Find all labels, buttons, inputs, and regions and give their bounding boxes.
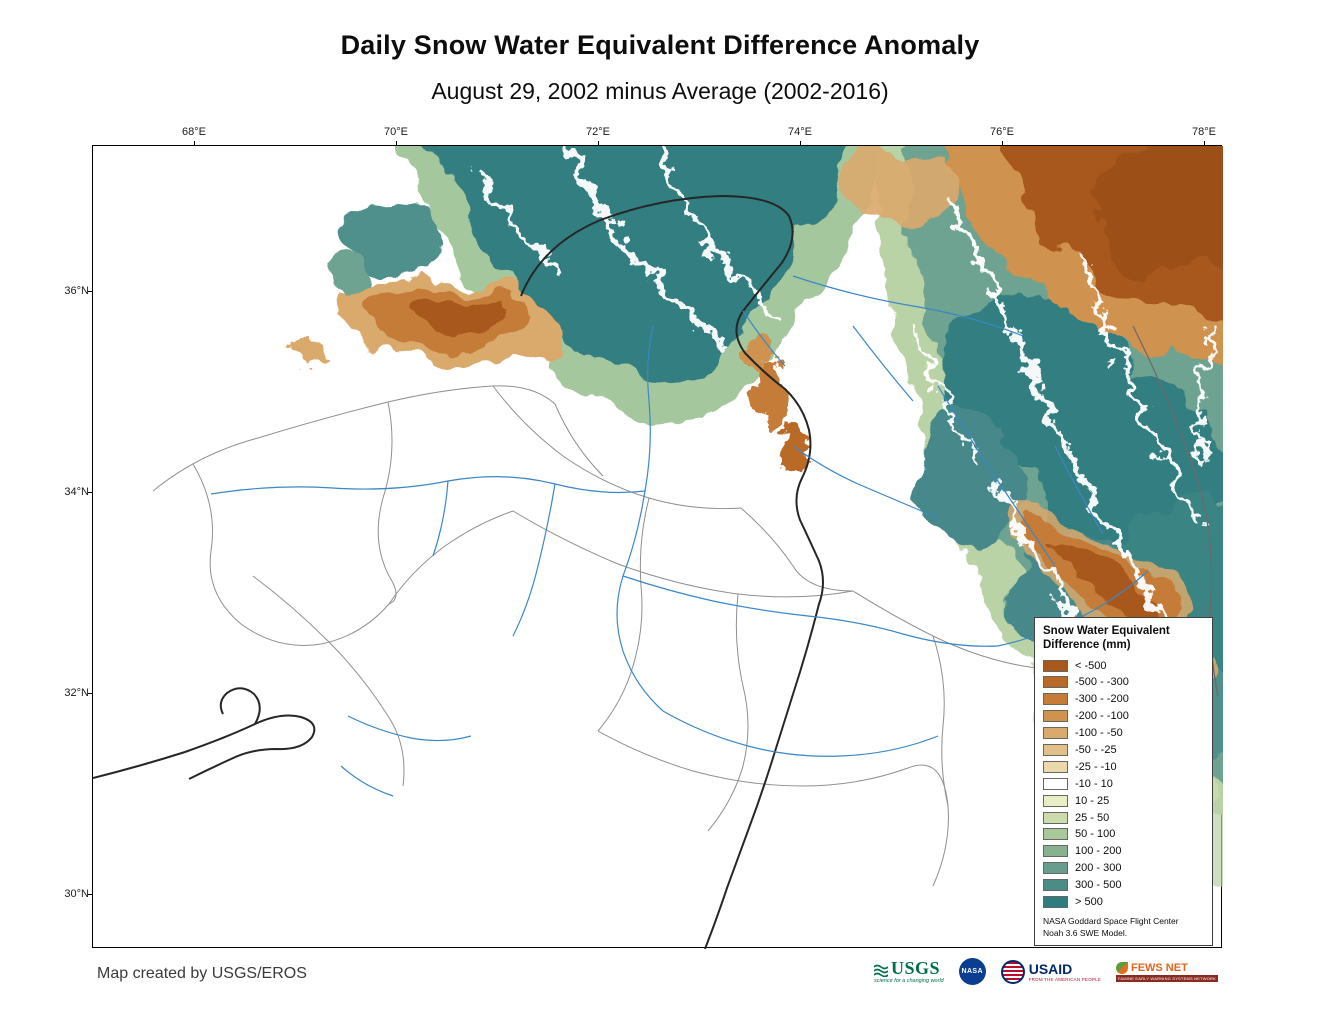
y-tick-mark xyxy=(88,693,93,694)
page-subtitle: August 29, 2002 minus Average (2002-2016… xyxy=(431,78,889,104)
country-boundary xyxy=(93,195,824,949)
legend-swatch xyxy=(1043,710,1068,723)
usgs-logo-text: USGS xyxy=(891,958,941,978)
legend-rows: < -500 -500 - -300 -300 - -200 -200 - -1… xyxy=(1043,657,1204,910)
usgs-tagline: science for a changing world xyxy=(874,978,944,984)
x-tick-label: 76°E xyxy=(990,126,1014,138)
legend-label: -300 - -200 xyxy=(1075,693,1129,706)
legend-label: -500 - -300 xyxy=(1075,676,1129,689)
legend-label: 10 - 25 xyxy=(1075,794,1110,807)
legend-row: 100 - 200 xyxy=(1043,843,1204,860)
legend-swatch xyxy=(1043,879,1068,892)
legend-label: -50 - -25 xyxy=(1075,744,1117,757)
legend-row: -200 - -100 xyxy=(1043,708,1204,725)
legend-swatch xyxy=(1043,760,1068,773)
legend-row: 300 - 500 xyxy=(1043,877,1204,894)
y-tick-label: 30°N xyxy=(64,888,89,900)
legend-label: 50 - 100 xyxy=(1075,828,1116,841)
y-tick-label: 34°N xyxy=(64,486,89,498)
legend-label: -10 - 10 xyxy=(1075,777,1113,790)
legend-label: 200 - 300 xyxy=(1075,862,1122,875)
usaid-logo-text: USAID xyxy=(1028,960,1073,977)
legend-row: 50 - 100 xyxy=(1043,826,1204,843)
legend-swatch xyxy=(1043,811,1068,824)
legend-label: -25 - -10 xyxy=(1075,760,1117,773)
x-tick-label: 70°E xyxy=(384,126,408,138)
fewsnet-logo-text: FEWS NET xyxy=(1130,961,1188,974)
fewsnet-logo: FEWS NET FAMINE EARLY WARNING SYSTEMS NE… xyxy=(1115,961,1218,982)
map-frame: 68°E 70°E 72°E 74°E 76°E 78°E 36°N 34°N … xyxy=(64,126,1223,949)
x-tick-mark xyxy=(396,141,397,146)
map-credit: Map created by USGS/EROS xyxy=(97,965,307,982)
legend-row: > 500 xyxy=(1043,894,1204,911)
logo-strip: USGS science for a changing world NASA U… xyxy=(874,958,1218,985)
legend-row: -50 - -25 xyxy=(1043,742,1204,759)
x-tick-mark xyxy=(1002,141,1003,146)
usgs-logo: USGS science for a changing world xyxy=(874,959,944,984)
rivers xyxy=(210,275,1149,797)
y-tick-label: 32°N xyxy=(64,687,89,699)
map-legend: Snow Water Equivalent Difference (mm) < … xyxy=(1034,617,1213,946)
usgs-waves-icon xyxy=(874,964,889,977)
legend-swatch xyxy=(1043,659,1068,672)
nasa-logo: NASA xyxy=(958,958,986,985)
y-tick-mark xyxy=(88,894,93,895)
x-tick-mark xyxy=(1204,141,1205,146)
legend-swatch xyxy=(1043,845,1068,858)
x-tick-label: 68°E xyxy=(182,126,206,138)
x-tick-mark xyxy=(598,141,599,146)
legend-row: -300 - -200 xyxy=(1043,691,1204,708)
x-tick-mark xyxy=(194,141,195,146)
x-tick-label: 74°E xyxy=(788,126,812,138)
legend-title: Snow Water Equivalent Difference (mm) xyxy=(1043,625,1170,651)
x-tick-label: 72°E xyxy=(586,126,610,138)
legend-row: 25 - 50 xyxy=(1043,809,1204,826)
x-tick-mark xyxy=(800,141,801,146)
legend-label: < -500 xyxy=(1075,659,1107,672)
y-tick-label: 36°N xyxy=(64,285,89,297)
legend-label: > 500 xyxy=(1075,896,1103,909)
x-tick-label: 78°E xyxy=(1192,126,1216,138)
y-tick-mark xyxy=(88,291,93,292)
y-tick-mark xyxy=(88,492,93,493)
legend-label: -100 - -50 xyxy=(1075,727,1123,740)
legend-row: -25 - -10 xyxy=(1043,758,1204,775)
usaid-logo: USAID FROM THE AMERICAN PEOPLE xyxy=(1000,959,1101,984)
legend-label: 300 - 500 xyxy=(1075,879,1122,892)
legend-swatch xyxy=(1043,828,1068,841)
usaid-tagline: FROM THE AMERICAN PEOPLE xyxy=(1028,976,1101,982)
legend-swatch xyxy=(1043,676,1068,689)
page-title: Daily Snow Water Equivalent Difference A… xyxy=(340,30,980,60)
legend-label: 25 - 50 xyxy=(1075,811,1110,824)
nasa-logo-text: NASA xyxy=(961,968,983,975)
legend-label: -200 - -100 xyxy=(1075,710,1129,723)
legend-row: 200 - 300 xyxy=(1043,860,1204,877)
legend-swatch xyxy=(1043,794,1068,807)
legend-swatch xyxy=(1043,862,1068,875)
legend-swatch xyxy=(1043,777,1068,790)
legend-row: < -500 xyxy=(1043,657,1204,674)
legend-swatch xyxy=(1043,727,1068,740)
legend-row: -10 - 10 xyxy=(1043,775,1204,792)
legend-source: NASA Goddard Space Flight Center Noah 3.… xyxy=(1043,916,1179,938)
legend-row: -500 - -300 xyxy=(1043,674,1204,691)
legend-label: 100 - 200 xyxy=(1075,845,1122,858)
legend-row: 10 - 25 xyxy=(1043,792,1204,809)
legend-swatch xyxy=(1043,693,1068,706)
legend-row: -100 - -50 xyxy=(1043,725,1204,742)
legend-swatch xyxy=(1043,744,1068,757)
fewsnet-leaf-icon xyxy=(1115,961,1128,974)
usaid-seal-icon xyxy=(1000,959,1025,984)
fewsnet-tagline: FAMINE EARLY WARNING SYSTEMS NETWORK xyxy=(1115,974,1218,982)
legend-swatch xyxy=(1043,896,1068,909)
